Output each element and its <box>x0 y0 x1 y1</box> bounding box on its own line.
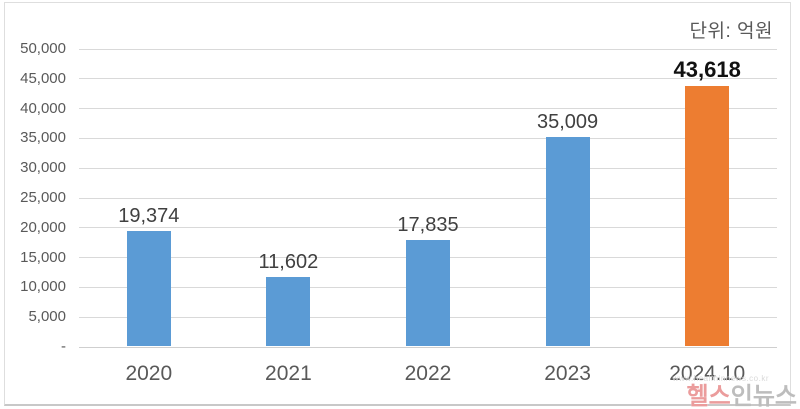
bar-2023 <box>545 137 590 346</box>
bar-value-label: 11,602 <box>258 250 319 273</box>
x-tick-label: 2021 <box>265 362 312 385</box>
bar-value-label: 17,835 <box>397 213 459 236</box>
bar-value-label: 43,618 <box>673 56 741 82</box>
bar-2022 <box>406 239 450 346</box>
gridline <box>79 137 777 139</box>
y-tick-label: 25,000 <box>20 189 66 206</box>
y-tick-label: 20,000 <box>20 218 66 236</box>
y-tick-label: 40,000 <box>20 99 66 117</box>
y-tick-label: 10,000 <box>20 278 66 296</box>
y-tick-label: 5,000 <box>28 308 66 326</box>
y-tick-label: 15,000 <box>20 248 66 266</box>
x-tick-label: 2022 <box>404 362 452 385</box>
watermark-brand: 헬스인뉴스 <box>687 383 797 409</box>
gridline <box>79 346 777 348</box>
bar-2024.10 <box>685 86 730 346</box>
gridline <box>79 48 777 50</box>
bar-value-label: 19,374 <box>118 204 180 227</box>
plot-area: 19,374 11,602 17,835 35,009 43,618 <box>79 48 777 348</box>
y-tick-label: - <box>61 338 66 355</box>
x-tick-label: 2020 <box>125 362 173 385</box>
x-axis: 2020 2021 2022 2023 2024.10 <box>79 360 777 392</box>
unit-label: 단위: 억원 <box>689 21 773 42</box>
y-axis: 50,000 45,000 40,000 35,000 30,000 25,000 20,0… <box>0 40 66 355</box>
watermark: www.healthinnews.co.kr 헬스인뉴스 <box>673 375 797 409</box>
bar-2020 <box>126 230 171 346</box>
chart-border <box>4 2 791 406</box>
y-tick-label: 45,000 <box>20 69 66 87</box>
y-tick-label: 35,000 <box>20 129 66 147</box>
y-tick-label: 50,000 <box>20 40 66 57</box>
gridline <box>79 227 777 229</box>
gridline <box>79 197 777 199</box>
gridline <box>79 78 777 80</box>
y-tick-label: 30,000 <box>20 159 66 177</box>
x-tick-label: 2024.10 <box>669 362 746 385</box>
watermark-brand-gray: 인뉴스 <box>730 383 797 409</box>
bar-2021 <box>266 276 311 346</box>
gridline <box>79 167 777 169</box>
x-tick-label: 2023 <box>544 362 591 385</box>
gridline <box>79 108 777 110</box>
watermark-url: www.healthinnews.co.kr <box>672 374 769 383</box>
watermark-brand-red: 헬스 <box>686 383 731 409</box>
bar-value-label: 35,009 <box>537 111 599 134</box>
